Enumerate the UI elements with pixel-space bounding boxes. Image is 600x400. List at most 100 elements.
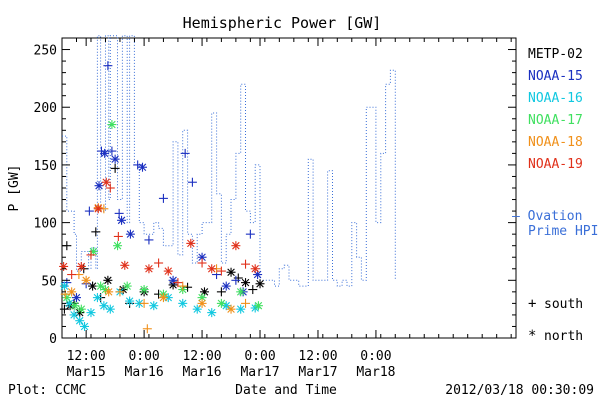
north-marker	[231, 241, 241, 251]
north-marker	[236, 287, 246, 297]
x-tick-date-label: Mar15	[67, 365, 106, 380]
south-marker	[139, 298, 149, 308]
south-marker	[105, 183, 115, 193]
north-marker	[125, 296, 135, 306]
legend-entry: NOAA-17	[528, 113, 583, 128]
south-marker	[173, 278, 183, 288]
south-marker	[144, 235, 154, 245]
north-marker	[226, 267, 236, 277]
south-marker	[60, 289, 70, 299]
x-tick-time-label: 12:00	[67, 349, 106, 364]
y-tick-label: 150	[34, 159, 57, 174]
legend-marker-symbol: +	[528, 296, 536, 312]
south-marker	[233, 273, 243, 283]
south-marker	[114, 208, 124, 218]
north-marker	[221, 281, 231, 291]
north-marker	[103, 275, 113, 285]
south-marker	[180, 148, 190, 158]
x-tick-date-label: Mar18	[356, 365, 395, 380]
south-marker	[86, 250, 96, 260]
y-tick-label: 250	[34, 44, 57, 59]
north-marker	[93, 204, 103, 214]
north-marker	[80, 321, 90, 331]
south-marker	[59, 304, 69, 314]
north-marker	[139, 285, 149, 295]
y-tick-label: 50	[41, 274, 57, 289]
legend-marker-label: south	[544, 297, 583, 312]
north-marker	[67, 287, 77, 297]
north-marker	[100, 148, 110, 158]
legend-ovation-line1: — Ovation	[512, 209, 582, 224]
north-marker	[113, 241, 123, 251]
north-marker	[75, 316, 85, 326]
north-marker	[207, 308, 217, 318]
north-marker	[59, 281, 69, 291]
south-marker	[115, 287, 125, 297]
legend-entry: NOAA-16	[528, 91, 583, 106]
legend-entry: NOAA-18	[528, 135, 583, 150]
legend-marker-label: north	[544, 329, 583, 344]
south-marker	[113, 231, 123, 241]
north-marker	[110, 154, 120, 164]
footer-left: Plot: CCMC	[8, 383, 86, 398]
y-axis-label: P [GW]	[7, 165, 22, 212]
north-marker	[120, 260, 130, 270]
north-marker	[105, 304, 115, 314]
south-marker	[84, 206, 94, 216]
north-marker	[76, 261, 86, 271]
legend-entry: NOAA-15	[528, 69, 583, 84]
x-tick-date-label: Mar17	[240, 365, 279, 380]
south-marker	[142, 324, 152, 334]
chart-title: Hemispheric Power [GW]	[183, 14, 382, 32]
north-marker	[168, 275, 178, 285]
legend-entry: NOAA-19	[528, 157, 583, 172]
x-tick-date-label: Mar17	[298, 365, 337, 380]
y-tick-label: 200	[34, 101, 57, 116]
south-marker	[154, 258, 164, 268]
north-marker	[99, 301, 109, 311]
north-marker	[81, 275, 91, 285]
north-marker	[197, 252, 207, 262]
data-points-layer	[59, 61, 265, 334]
north-marker	[137, 162, 147, 172]
north-marker	[158, 293, 168, 303]
south-marker	[91, 227, 101, 237]
ovation-prime-line	[62, 35, 396, 287]
plot-frame	[61, 37, 517, 339]
north-marker	[71, 293, 81, 303]
south-marker	[231, 275, 241, 285]
legend-marker-symbol: *	[528, 328, 536, 344]
north-marker	[107, 120, 117, 130]
north-marker	[117, 215, 127, 225]
y-tick-label: 100	[34, 217, 57, 232]
south-marker	[241, 259, 251, 269]
north-marker	[86, 308, 96, 318]
footer-timestamp: 2012/03/18 00:30:09	[445, 383, 594, 398]
south-marker	[110, 163, 120, 173]
north-marker	[122, 281, 132, 291]
x-tick-time-label: 0:00	[244, 349, 275, 364]
north-marker	[59, 261, 69, 271]
south-marker	[197, 258, 207, 268]
north-marker	[216, 298, 226, 308]
x-tick-date-label: Mar16	[182, 365, 221, 380]
south-marker	[216, 266, 226, 276]
y-axis: 0 50 100 150 200 250	[34, 44, 516, 347]
south-marker	[178, 281, 188, 291]
north-marker	[253, 301, 263, 311]
legend-entry: METP-02	[528, 47, 583, 62]
x-axis-label: Date and Time	[235, 383, 337, 398]
north-marker	[94, 181, 104, 191]
south-marker	[248, 285, 258, 295]
north-marker	[186, 238, 196, 248]
north-marker	[101, 177, 111, 187]
ovation-reference-layer	[62, 35, 396, 287]
north-marker	[76, 304, 86, 314]
north-marker	[69, 310, 79, 320]
north-marker	[207, 264, 217, 274]
x-tick-time-label: 0:00	[128, 349, 159, 364]
south-marker	[67, 270, 77, 280]
north-marker	[197, 298, 207, 308]
legend-ovation-line2: Prime HPI	[528, 224, 598, 239]
north-marker	[134, 298, 144, 308]
